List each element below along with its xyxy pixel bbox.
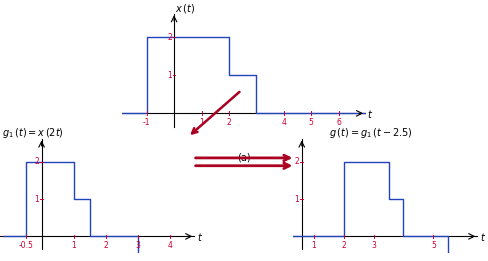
Text: $t$: $t$: [197, 231, 203, 243]
Text: 1: 1: [34, 195, 39, 204]
Text: -0.5: -0.5: [18, 241, 33, 250]
Text: 3: 3: [371, 241, 376, 250]
Text: 2: 2: [341, 241, 346, 250]
Text: 1: 1: [199, 118, 204, 127]
Text: 5: 5: [309, 118, 314, 127]
Text: $g_1\,(t)=x\,(2t)$: $g_1\,(t)=x\,(2t)$: [1, 126, 63, 140]
Text: 1: 1: [295, 195, 299, 204]
Text: $x\,(t)$: $x\,(t)$: [176, 2, 196, 15]
Text: $t$: $t$: [480, 231, 486, 243]
Text: 2: 2: [167, 33, 172, 41]
Text: 4: 4: [167, 241, 172, 250]
Text: 6: 6: [336, 118, 341, 127]
Text: 3: 3: [135, 241, 140, 250]
Text: 2: 2: [103, 241, 108, 250]
Text: 1: 1: [71, 241, 76, 250]
Text: 4: 4: [281, 118, 286, 127]
Text: 2: 2: [226, 118, 231, 127]
Text: (a): (a): [237, 152, 251, 162]
Text: -1: -1: [143, 118, 150, 127]
Text: 1: 1: [311, 241, 316, 250]
Text: 5: 5: [431, 241, 436, 250]
Text: 2: 2: [295, 157, 299, 166]
Text: 2: 2: [34, 157, 39, 166]
Text: $t$: $t$: [367, 108, 373, 120]
Text: 1: 1: [167, 71, 172, 80]
Text: $g\,(t)=g_1\,(t-2.5)$: $g\,(t)=g_1\,(t-2.5)$: [329, 126, 412, 140]
